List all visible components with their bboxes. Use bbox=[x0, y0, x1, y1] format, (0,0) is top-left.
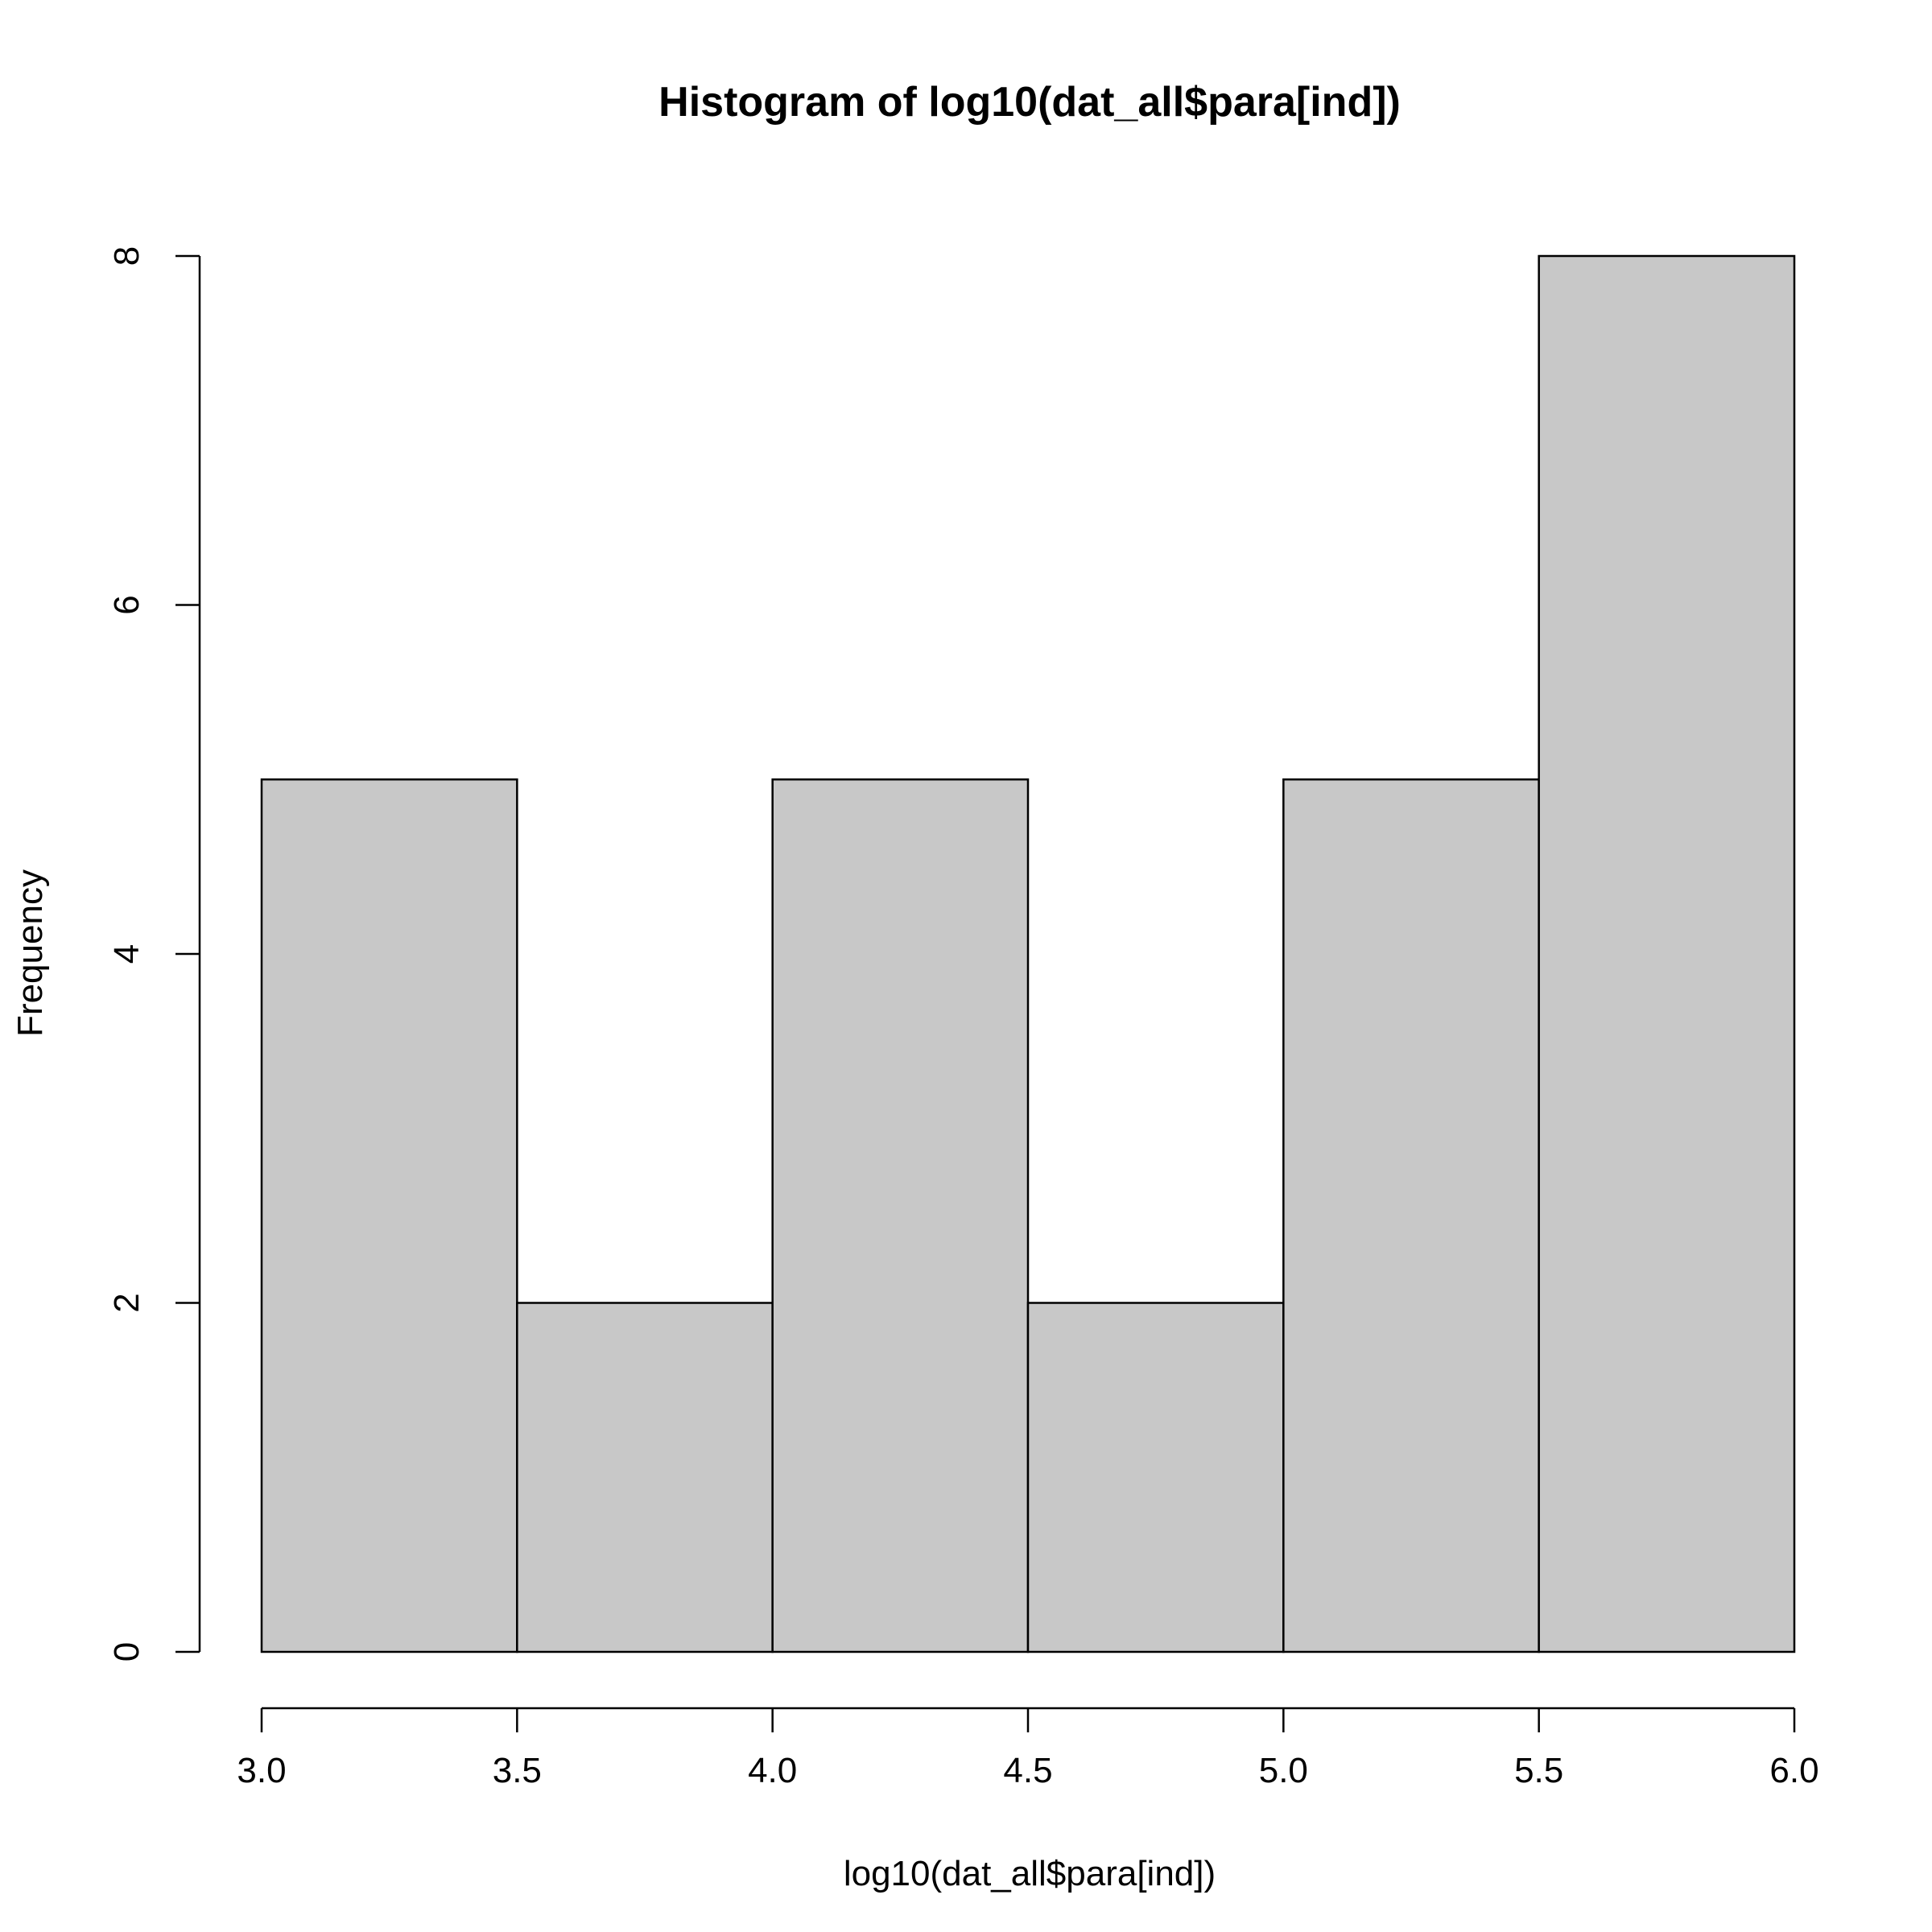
y-axis-label: Frequency bbox=[10, 869, 50, 1037]
x-tick-label: 6.0 bbox=[1769, 1751, 1818, 1790]
y-tick-label: 2 bbox=[107, 1293, 147, 1312]
histogram-bar-3 bbox=[1026, 1302, 1285, 1653]
x-tick-label: 5.0 bbox=[1259, 1751, 1308, 1790]
histogram-bar-4 bbox=[1282, 778, 1540, 1653]
y-tick-label: 4 bbox=[107, 944, 147, 964]
x-tick-label: 4.5 bbox=[1003, 1751, 1052, 1790]
y-axis: 0 2 4 6 8 bbox=[107, 246, 201, 1662]
x-axis-label: log10(dat_all$para[ind]) bbox=[844, 1854, 1216, 1893]
x-axis: 3.0 3.5 4.0 4.5 5.0 5.5 6.0 bbox=[237, 1707, 1819, 1790]
x-tick-label: 5.5 bbox=[1514, 1751, 1563, 1790]
x-tick-label: 3.0 bbox=[237, 1751, 286, 1790]
histogram-bar-5 bbox=[1538, 254, 1796, 1653]
histogram-bar-2 bbox=[771, 778, 1030, 1653]
y-tick-label: 8 bbox=[107, 246, 147, 266]
bars-group bbox=[260, 254, 1796, 1653]
y-tick-label: 6 bbox=[107, 595, 147, 614]
chart-title: Histogram of log10(dat_all$para[ind]) bbox=[658, 79, 1401, 126]
histogram-bar-1 bbox=[516, 1302, 774, 1653]
y-tick-label: 0 bbox=[107, 1642, 147, 1662]
x-tick-label: 4.0 bbox=[748, 1751, 797, 1790]
histogram-bar-0 bbox=[260, 778, 518, 1653]
x-tick-label: 3.5 bbox=[493, 1751, 542, 1790]
